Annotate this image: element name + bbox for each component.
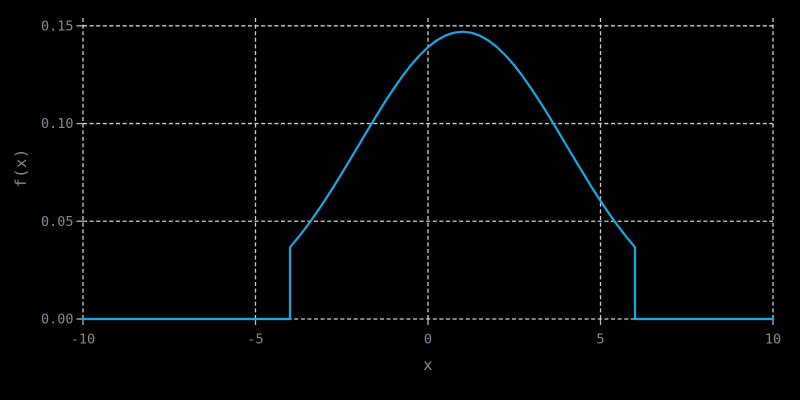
series-curve xyxy=(81,30,775,321)
y-tick-label: 0.15 xyxy=(41,18,74,34)
x-tick-label: -5 xyxy=(247,332,263,348)
y-tick-label: 0.05 xyxy=(41,214,74,230)
y-tick-label: 0.10 xyxy=(41,116,74,132)
x-axis-label: x xyxy=(423,356,433,374)
y-tick-label: 0.00 xyxy=(41,312,74,328)
x-tick-label: -10 xyxy=(71,332,95,348)
y-axis-label: f(x) xyxy=(12,148,30,188)
x-tick-label: 0 xyxy=(424,332,432,348)
x-tick-label: 5 xyxy=(596,332,604,348)
x-tick-label: 10 xyxy=(765,332,781,348)
